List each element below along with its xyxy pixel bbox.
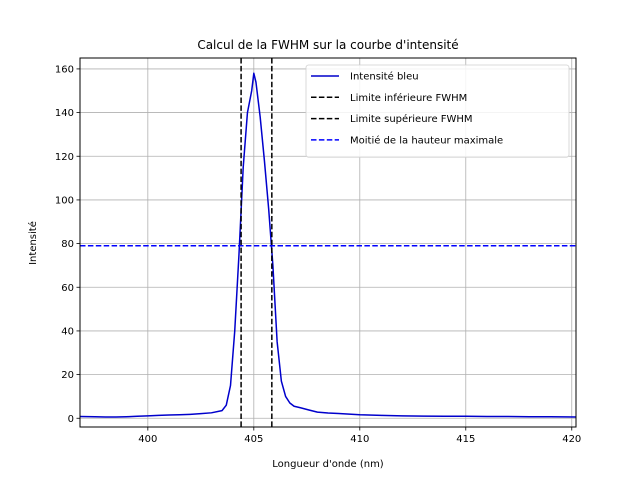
legend-label: Limite inférieure FWHM — [350, 92, 467, 104]
x-tick-label: 400 — [138, 434, 157, 445]
y-tick-label: 80 — [61, 239, 74, 250]
ticks: 400 405 410 415 420 0 20 40 60 80 100 120 140 160 — [55, 64, 581, 445]
x-tick-label: 405 — [244, 434, 263, 445]
y-axis-title: Intensité — [27, 221, 39, 265]
y-tick-label: 140 — [55, 108, 74, 119]
y-tick-label: 160 — [55, 64, 74, 75]
x-tick-label: 410 — [350, 434, 369, 445]
x-axis-title: Longueur d'onde (nm) — [272, 459, 384, 470]
x-tick-label: 420 — [562, 434, 581, 445]
y-tick-label: 60 — [61, 283, 74, 294]
legend: Intensité bleu Limite inférieure FWHM Limi… — [305, 64, 570, 158]
y-tick-label: 40 — [61, 326, 74, 337]
legend-label: Limite supérieure FWHM — [350, 113, 473, 125]
x-tick-label: 415 — [456, 434, 475, 445]
plot-frame — [79, 57, 577, 428]
chart-title: Calcul de la FWHM sur la courbe d'intens… — [197, 38, 458, 52]
y-tick-label: 100 — [55, 195, 74, 206]
legend-label: Intensité bleu — [350, 71, 419, 83]
y-tick-label: 0 — [68, 414, 74, 425]
plot-lines — [80, 58, 576, 427]
legend-box — [305, 64, 570, 158]
legend-label: Moitié de la hauteur maximale — [350, 134, 503, 146]
y-tick-label: 120 — [55, 152, 74, 163]
y-tick-label: 20 — [61, 370, 74, 381]
series-0-line — [80, 72, 576, 418]
